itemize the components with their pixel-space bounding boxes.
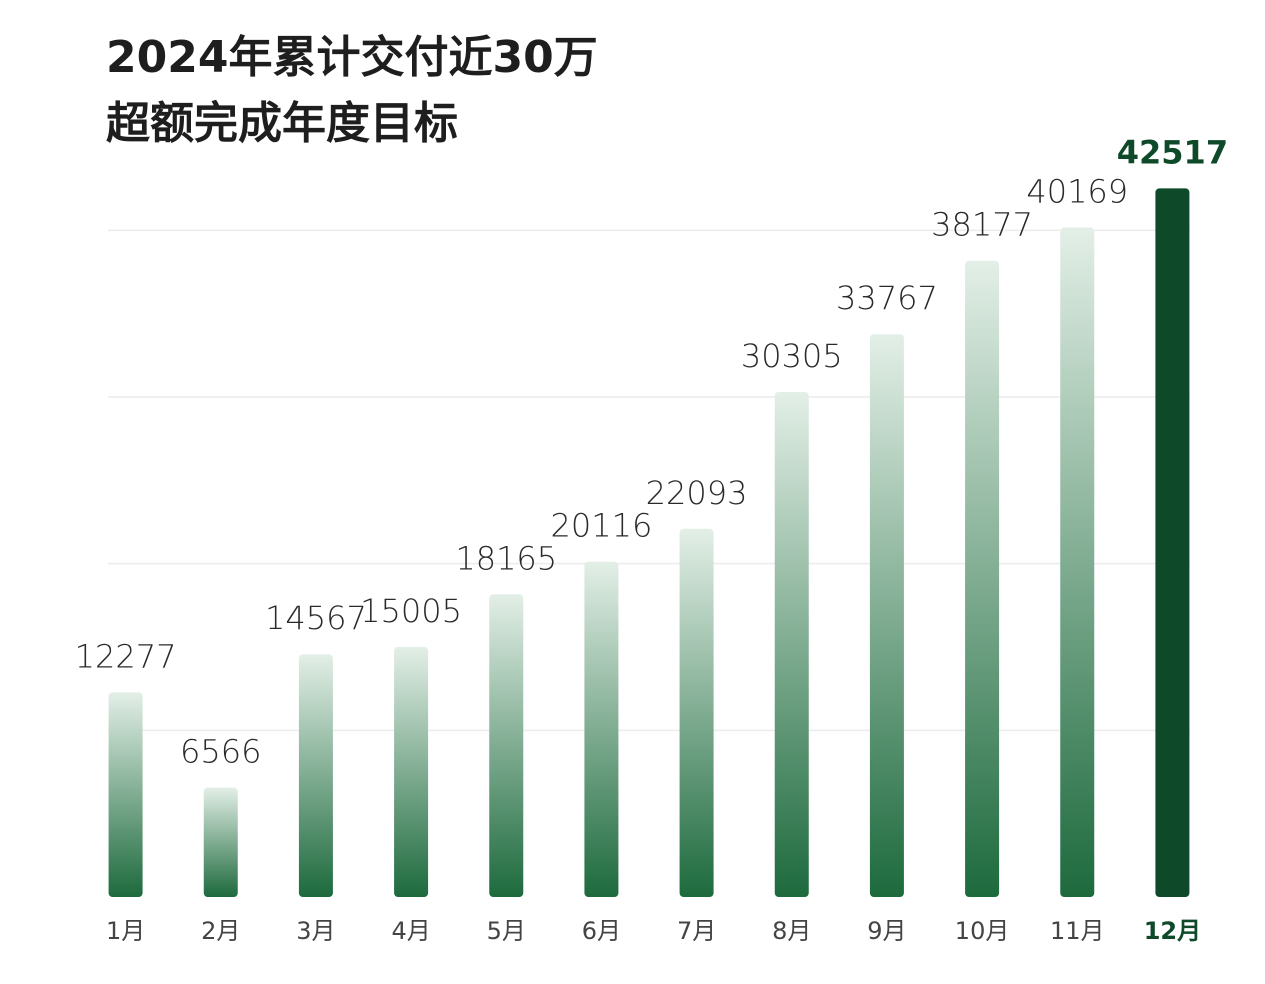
bar — [203, 787, 238, 897]
bar — [394, 646, 429, 897]
value-label: 12277 — [75, 637, 177, 675]
value-label: 15005 — [360, 592, 462, 630]
value-label: 30305 — [741, 337, 843, 375]
x-tick-label: 1月 — [106, 917, 145, 945]
value-label: 38177 — [931, 206, 1033, 244]
x-tick-label: 8月 — [772, 917, 811, 945]
bar — [1060, 227, 1095, 897]
value-label: 18165 — [455, 539, 557, 577]
x-tick-label: 11月 — [1050, 917, 1105, 945]
value-label: 22093 — [646, 474, 748, 512]
x-tick-label: 10月 — [955, 917, 1010, 945]
value-label: 33767 — [836, 279, 938, 317]
x-tick-label: 9月 — [867, 917, 906, 945]
x-tick-label: 7月 — [677, 917, 716, 945]
bar — [298, 654, 333, 897]
value-label: 14567 — [265, 599, 367, 637]
bar — [774, 391, 809, 897]
chart-title: 2024年累计交付近30万 — [106, 32, 598, 83]
x-tick-label: 3月 — [296, 917, 335, 945]
x-tick-label: 6月 — [582, 917, 621, 945]
bar — [679, 528, 714, 897]
x-tick-label: 5月 — [487, 917, 526, 945]
value-label: 6566 — [180, 733, 261, 771]
x-tick-label: 12月 — [1144, 917, 1201, 945]
value-label: 42517 — [1117, 133, 1228, 171]
bar — [108, 692, 143, 897]
bar — [1155, 188, 1190, 898]
x-tick-label: 4月 — [391, 917, 430, 945]
bar — [584, 561, 619, 897]
bar — [489, 594, 524, 897]
value-label: 20116 — [551, 507, 653, 545]
bar — [869, 334, 904, 897]
chart-subtitle: 超额完成年度目标 — [106, 98, 458, 149]
bar — [965, 260, 1000, 897]
value-label: 40169 — [1026, 173, 1128, 211]
x-tick-label: 2月 — [201, 917, 240, 945]
